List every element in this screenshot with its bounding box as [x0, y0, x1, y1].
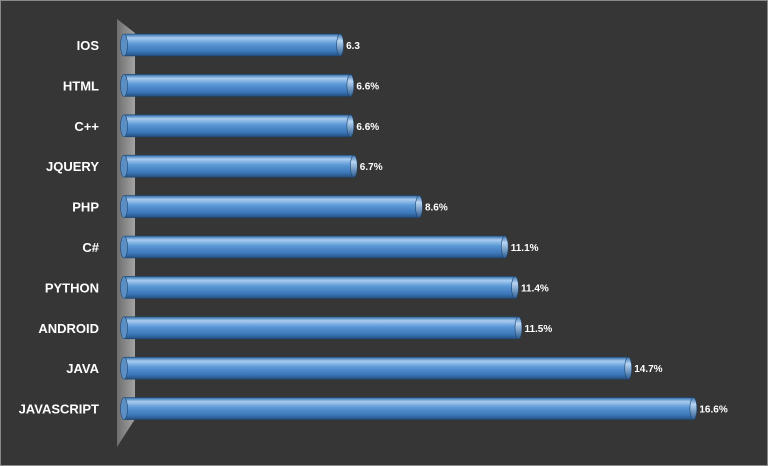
bar-php — [120, 195, 423, 218]
value-label-python: 11.4% — [521, 283, 549, 294]
value-labels-group: 6.3 6.6% 6.6% 6.7% 8.6% 11.1% 11.4% 11.5% 14.7% 1… — [346, 41, 728, 416]
value-label-html: 6.6% — [356, 81, 379, 92]
value-label-jquery: 6.7% — [360, 162, 383, 173]
value-label-csharp: 11.1% — [511, 243, 539, 254]
category-label-python: PYTHON — [45, 280, 99, 295]
bar-html — [120, 74, 355, 97]
value-label-php: 8.6% — [425, 203, 448, 214]
category-label-javascript: JAVASCRIPT — [19, 402, 99, 417]
bar-android — [120, 316, 523, 340]
bar-cplusplus — [120, 114, 355, 138]
bar-javascript — [120, 397, 698, 420]
category-label-jquery: JQUERY — [46, 159, 99, 174]
category-label-csharp: C# — [82, 240, 99, 255]
value-label-android: 11.5% — [524, 324, 552, 335]
category-labels-group: IOS HTML C++ JQUERY PHP C# PYTHON ANDROID JAVA JA… — [19, 38, 100, 417]
bar-python — [120, 276, 519, 299]
category-label-html: HTML — [63, 78, 99, 93]
value-label-cplusplus: 6.6% — [356, 122, 379, 133]
bar-jquery — [120, 154, 358, 178]
category-label-android: ANDROID — [38, 321, 99, 336]
category-label-java: JAVA — [66, 361, 99, 376]
bar-java — [120, 356, 633, 380]
bars-group — [120, 33, 698, 420]
value-label-javascript: 16.6% — [699, 405, 727, 416]
category-label-cplusplus: C++ — [74, 119, 99, 134]
bar-csharp — [120, 235, 509, 259]
bar-ios — [120, 33, 344, 57]
value-label-java: 14.7% — [634, 364, 662, 375]
category-label-php: PHP — [72, 200, 99, 215]
value-label-ios: 6.3 — [346, 41, 360, 52]
category-label-ios: IOS — [77, 38, 100, 53]
